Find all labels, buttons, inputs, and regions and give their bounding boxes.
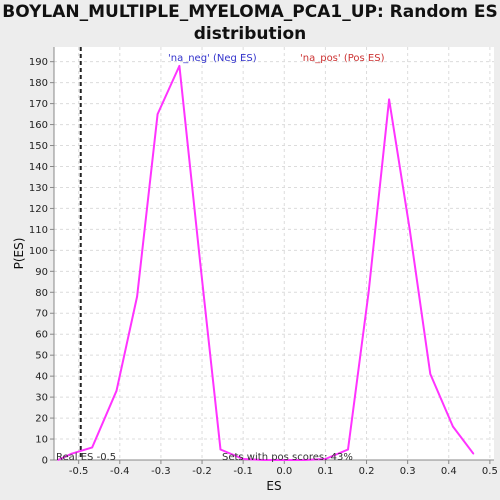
data-point [304,459,306,461]
y-tick-label: 110 [29,225,48,236]
x-tick-label: 0.3 [400,466,416,477]
x-tick-label: -0.2 [192,466,212,477]
data-point [199,260,201,262]
y-tick-label: 70 [35,309,48,320]
data-point [388,98,390,101]
data-point [115,390,118,392]
y-tick-label: 30 [35,393,48,404]
x-tick-label: 0.2 [359,466,375,477]
data-point [156,113,159,115]
y-tick-label: 170 [29,99,48,110]
y-tick-label: 130 [29,183,48,194]
data-point [324,458,327,460]
data-point [262,459,265,461]
x-tick-label: 0.0 [276,466,292,477]
legend-neg: 'na_neg' (Neg ES) [168,53,257,64]
x-tick-label: -0.3 [151,466,171,477]
x-tick-label: -0.4 [110,466,130,477]
y-tick-label: 160 [29,120,48,131]
data-point [472,452,475,455]
data-point [136,295,138,298]
data-point [70,452,73,455]
data-point [408,228,411,231]
data-point [347,448,349,451]
y-tick-label: 150 [29,141,48,152]
y-tick-label: 20 [35,414,48,425]
data-point [57,459,59,461]
real-es-label: Real ES -0.5 [56,452,116,463]
y-tick-label: 90 [35,267,48,278]
y-tick-label: 60 [35,330,48,341]
x-axis-label: ES [266,479,281,493]
chart-title: BOYLAN_MULTIPLE_MYELOMA_PCA1_UP: Random … [2,2,498,44]
y-tick-label: 80 [35,288,48,299]
y-axis-label: P(ES) [12,238,26,270]
y-tick-label: 10 [35,435,48,446]
x-tick-label: 0.5 [482,466,498,477]
data-point [429,373,432,375]
x-tick-label: 0.1 [317,466,333,477]
x-tick-label: 0.4 [441,466,457,477]
data-point [178,65,181,67]
legend-pos: 'na_pos' (Pos ES) [300,53,385,64]
pos-score-annotation: Sets with pos scores: 43% [222,452,353,463]
y-tick-label: 100 [29,246,48,257]
y-tick-label: 140 [29,162,48,173]
data-point [242,458,244,460]
plot-area [54,47,494,460]
data-point [91,446,94,449]
y-tick-label: 50 [35,351,48,362]
y-tick-label: 40 [35,372,48,383]
y-tick-label: 180 [29,78,48,89]
y-tick-label: 0 [42,456,48,467]
x-tick-label: -0.1 [233,466,253,477]
data-point [452,425,454,428]
y-tick-label: 120 [29,204,48,215]
data-point [367,291,370,294]
data-point [283,459,286,461]
x-tick-label: -0.5 [69,466,89,477]
y-tick-label: 190 [29,57,48,68]
data-point [219,448,222,451]
